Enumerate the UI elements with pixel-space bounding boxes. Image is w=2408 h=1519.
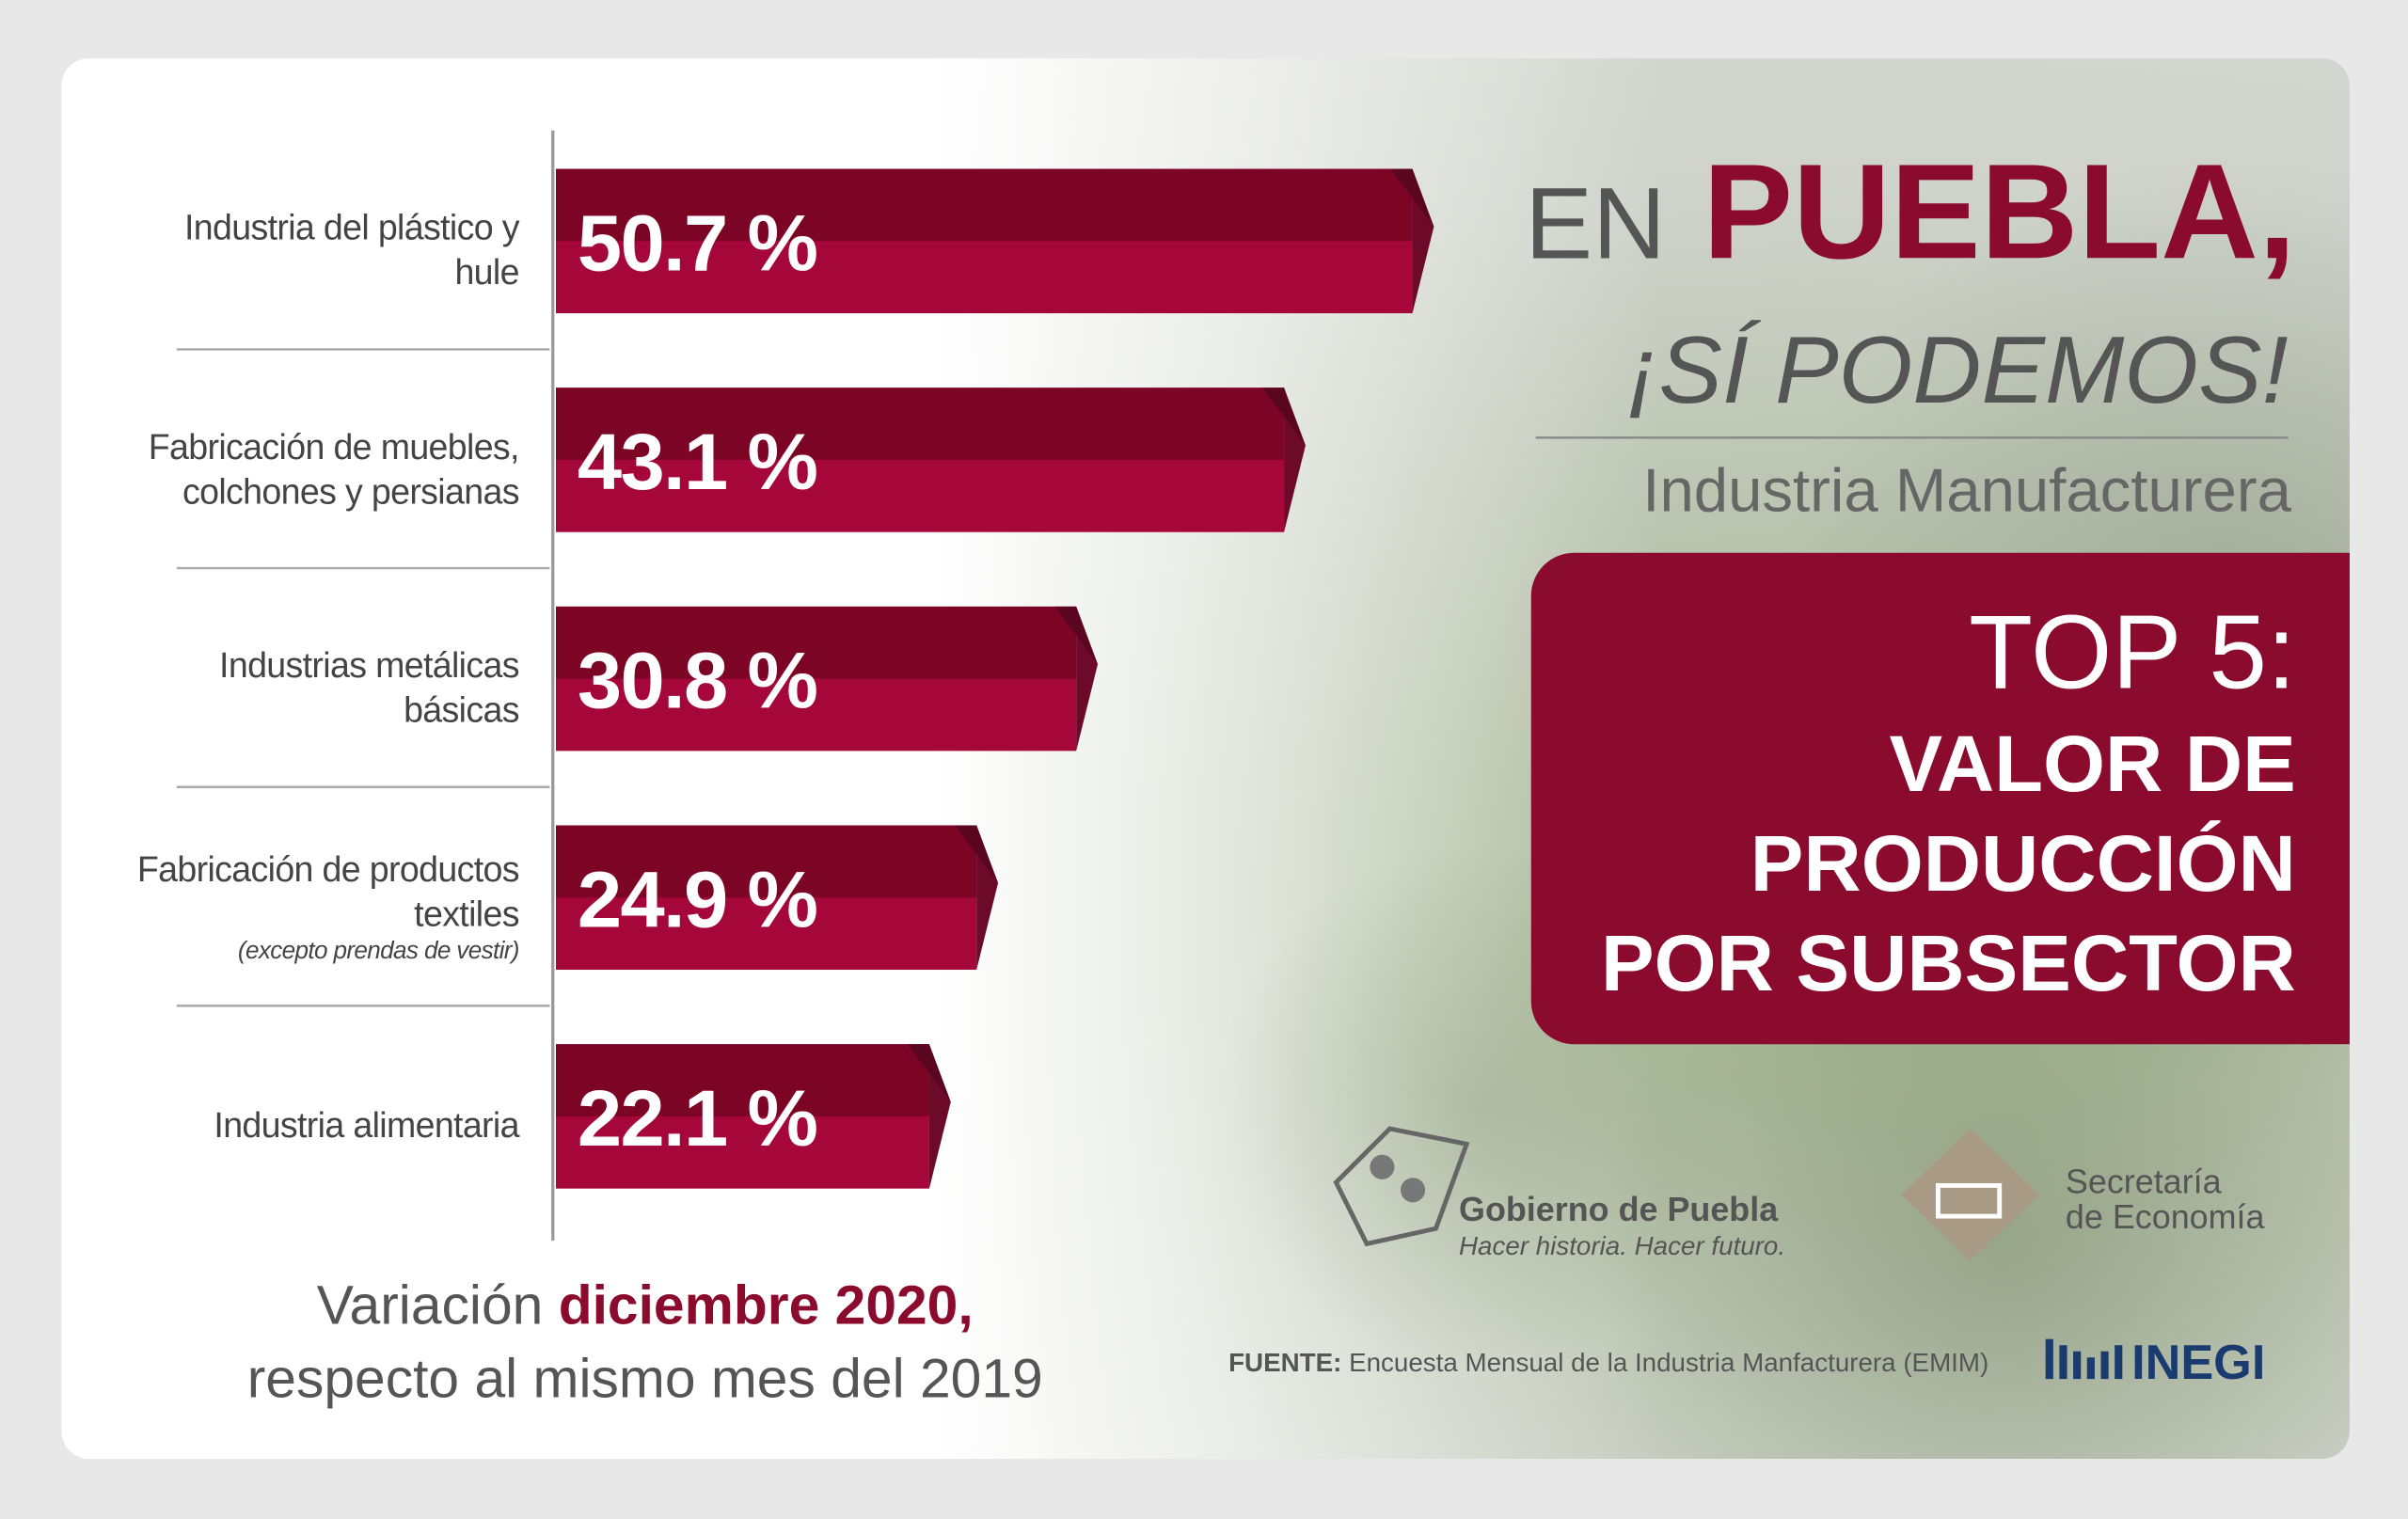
bar-shade	[556, 825, 977, 898]
note-prefix: Variación	[317, 1274, 544, 1336]
bar-tip-top	[955, 825, 999, 883]
title-prefix: EN	[1525, 166, 1666, 279]
bar-shade	[556, 1044, 929, 1116]
secretaria-1: Secretaría	[2066, 1163, 2222, 1201]
title-main: PUEBLA,	[1703, 136, 2296, 287]
box-line: TOP 5:	[1969, 593, 2296, 710]
inegi-icon-bar	[2073, 1351, 2082, 1380]
category-label: Industria del plástico y hule	[183, 207, 520, 293]
source: FUENTE: Encuesta Mensual de la Industria…	[1228, 1348, 1988, 1377]
logo-icon	[1370, 1154, 1395, 1179]
gobierno-name: Gobierno de Puebla	[1459, 1190, 1779, 1228]
bar-shade	[556, 606, 1077, 679]
inegi-icon-bar	[2086, 1357, 2095, 1380]
bar-tip	[1412, 168, 1434, 314]
note-line2: respecto al mismo mes del 2019	[247, 1349, 1043, 1410]
gobierno-tagline: Hacer historia. Hacer futuro.	[1459, 1231, 1785, 1260]
note-highlight: diciembre 2020,	[559, 1274, 974, 1336]
slogan: ¡SÍ PODEMOS!	[1627, 317, 2289, 423]
value-label: 24.9 %	[578, 854, 817, 943]
inegi-icon	[2045, 1338, 2123, 1380]
source-label: FUENTE:	[1228, 1348, 1341, 1377]
bar-shade	[556, 168, 1413, 242]
value-label: 22.1 %	[578, 1073, 817, 1163]
category-label: Fabricación de muebles, colchones y pers…	[148, 426, 520, 511]
category-note: (excepto prendas de vestir)	[237, 937, 520, 964]
category-label: Industrias metálicas básicas	[219, 644, 519, 730]
box-line: PRODUCCIÓN	[1751, 818, 2296, 908]
inegi-icon-bar	[2100, 1351, 2109, 1380]
secretaria-logo	[1935, 1182, 2003, 1219]
box-line: POR SUBSECTOR	[1601, 918, 2296, 1007]
bar-group: 43.1 %	[556, 388, 1306, 532]
value-label: 50.7 %	[578, 198, 817, 287]
bar-tip	[976, 825, 999, 971]
inegi-icon-bar	[2115, 1345, 2123, 1380]
bar-group: 22.1 %	[556, 1044, 951, 1189]
category-label: Fabricación de productos textiles (except…	[135, 847, 520, 966]
source-text: Encuesta Mensual de la Industria Manfact…	[1349, 1348, 1988, 1377]
inegi: INEGI	[2131, 1336, 2265, 1390]
bar-group: 24.9 %	[556, 825, 999, 971]
secretaria-2: de Economía	[2066, 1197, 2265, 1236]
category-label: Industria alimentaria	[214, 1104, 519, 1146]
bar-group: 50.7 %	[556, 168, 1434, 314]
bar-tip-top	[1054, 606, 1099, 665]
logo-icon	[1400, 1178, 1426, 1203]
title-box-edge	[2303, 552, 2350, 1045]
box-line: VALOR DE	[1890, 719, 2296, 808]
bar-group: 30.8 %	[556, 606, 1099, 752]
inegi-icon-bar	[2059, 1345, 2067, 1380]
note-line: Variación diciembre 2020,	[317, 1274, 974, 1336]
bar-tip-top	[908, 1044, 951, 1102]
logo-icon	[1333, 1126, 1470, 1247]
secretaria-logo	[1901, 1128, 2040, 1261]
bar-tip	[928, 1044, 951, 1189]
bar-shade	[556, 388, 1285, 460]
subtitle: Industria Manufacturera	[1642, 456, 2291, 525]
inegi-icon-bar	[2045, 1338, 2053, 1380]
value-label: 30.8 %	[578, 636, 817, 725]
bar-tip-top	[1390, 168, 1434, 227]
title-box	[1530, 552, 2350, 1045]
gobierno-logo	[1333, 1126, 1470, 1247]
value-label: 43.1 %	[578, 417, 817, 506]
